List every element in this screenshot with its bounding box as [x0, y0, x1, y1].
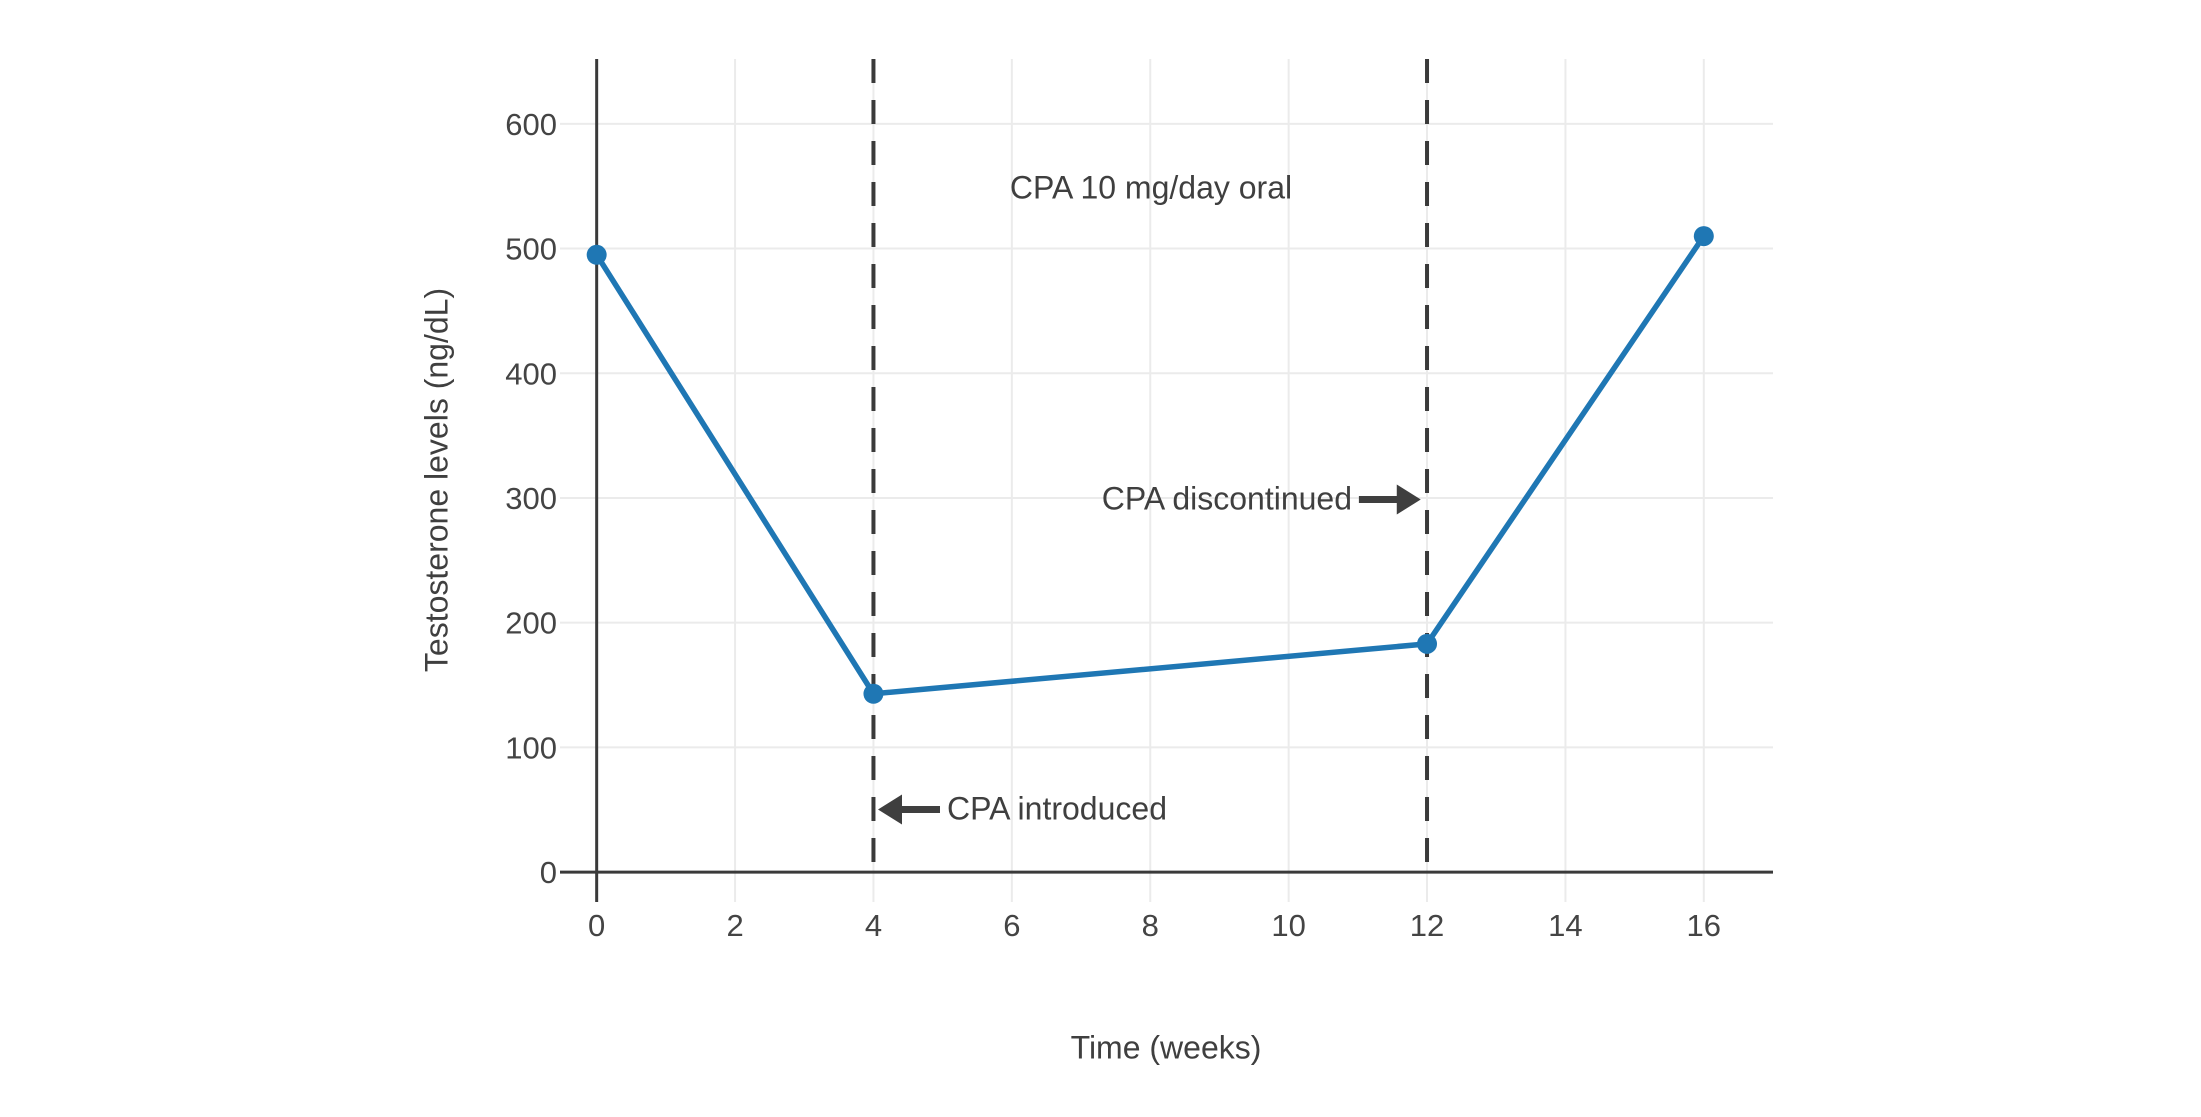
annotation-cpa-discontinued-text: CPA discontinued: [1101, 480, 1352, 517]
y-tick-label: 300: [505, 481, 557, 516]
testosterone-line: [593, 233, 1707, 697]
annotation-dose-text: CPA 10 mg/day oral: [1009, 169, 1293, 206]
x-tick-label: 14: [1548, 908, 1582, 943]
y-tick-label: 500: [505, 232, 557, 267]
data-point: [863, 683, 884, 704]
x-tick-label: 2: [726, 908, 743, 943]
x-tick-label: 8: [1142, 908, 1159, 943]
x-tick-label: 12: [1410, 908, 1444, 943]
annotation-dose-label: CPA 10 mg/day oral: [1010, 170, 1292, 207]
y-tick-label: 400: [505, 356, 557, 391]
x-tick-label: 4: [865, 908, 882, 943]
annotation-cpa-introduced-text: CPA introduced: [947, 790, 1167, 827]
left-arrow-icon: [878, 793, 940, 825]
x-tick-label: 16: [1687, 908, 1721, 943]
right-arrow-icon: [1359, 483, 1421, 515]
y-tick-label: 600: [505, 107, 557, 142]
y-tick-label: 200: [505, 606, 557, 641]
y-axis-title: Testosterone levels (ng/dL): [418, 287, 455, 673]
y-tick-label: 100: [505, 730, 557, 765]
data-point: [1417, 633, 1438, 654]
annotation-cpa-discontinued: CPA discontinued: [1102, 481, 1421, 518]
x-tick-label: 6: [1003, 908, 1020, 943]
y-tick-label: 0: [540, 855, 557, 890]
x-axis-title: Time (weeks): [1070, 1029, 1262, 1066]
data-point: [1693, 226, 1714, 247]
x-tick-label: 10: [1271, 908, 1305, 943]
annotation-cpa-introduced: CPA introduced: [878, 791, 1167, 828]
data-point: [586, 244, 607, 265]
x-tick-label: 0: [588, 908, 605, 943]
